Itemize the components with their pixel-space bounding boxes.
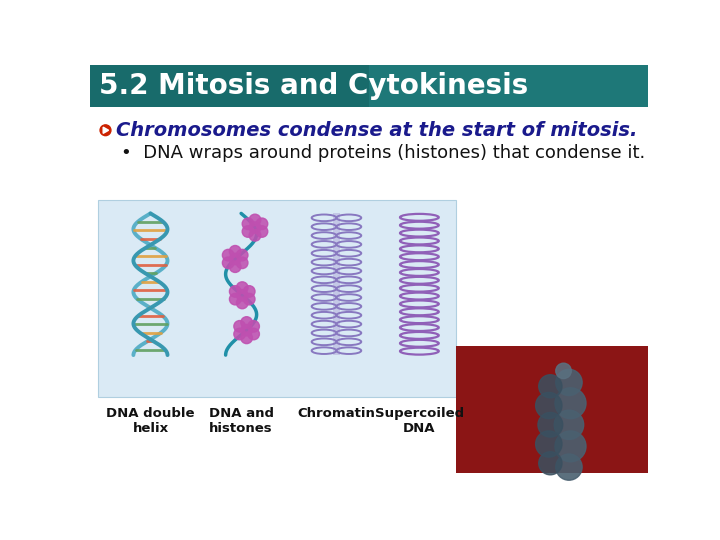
Bar xyxy=(456,346,648,473)
Text: 5.2 Mitosis and Cytokinesis: 5.2 Mitosis and Cytokinesis xyxy=(99,72,528,100)
Circle shape xyxy=(236,282,248,293)
Circle shape xyxy=(242,218,254,230)
Circle shape xyxy=(556,454,582,480)
Circle shape xyxy=(556,369,582,395)
Circle shape xyxy=(536,431,562,457)
Circle shape xyxy=(242,226,254,237)
Circle shape xyxy=(240,325,253,336)
Circle shape xyxy=(256,226,268,237)
Text: Chromosomes condense at the start of mitosis.: Chromosomes condense at the start of mit… xyxy=(116,121,637,140)
Circle shape xyxy=(249,230,261,241)
Circle shape xyxy=(236,289,248,301)
Text: DNA and
histones: DNA and histones xyxy=(209,408,274,435)
Circle shape xyxy=(556,363,571,379)
Text: Supercoiled
DNA: Supercoiled DNA xyxy=(375,408,464,435)
Bar xyxy=(90,107,648,481)
Text: Chromatin: Chromatin xyxy=(297,408,375,421)
Circle shape xyxy=(243,286,255,297)
Circle shape xyxy=(249,222,261,233)
Circle shape xyxy=(256,218,268,230)
Circle shape xyxy=(222,257,234,268)
Circle shape xyxy=(248,328,259,340)
Circle shape xyxy=(234,321,246,332)
Circle shape xyxy=(538,413,563,437)
Circle shape xyxy=(536,393,562,418)
Circle shape xyxy=(240,332,253,343)
Circle shape xyxy=(555,388,586,418)
Circle shape xyxy=(100,125,111,136)
Text: DNA double
helix: DNA double helix xyxy=(107,408,194,435)
Circle shape xyxy=(539,375,562,398)
Circle shape xyxy=(234,328,246,340)
Bar xyxy=(90,65,648,107)
Circle shape xyxy=(230,286,241,297)
Circle shape xyxy=(236,249,248,261)
Circle shape xyxy=(243,293,255,305)
Bar xyxy=(333,213,341,355)
Circle shape xyxy=(248,321,259,332)
Circle shape xyxy=(240,316,253,328)
Circle shape xyxy=(230,246,241,257)
Circle shape xyxy=(222,249,234,261)
Circle shape xyxy=(236,257,248,268)
Circle shape xyxy=(230,261,241,273)
Circle shape xyxy=(230,253,241,265)
Text: •  DNA wraps around proteins (histones) that condense it.: • DNA wraps around proteins (histones) t… xyxy=(121,144,645,163)
Circle shape xyxy=(539,452,562,475)
Bar xyxy=(90,65,369,107)
Circle shape xyxy=(555,431,586,462)
Circle shape xyxy=(554,410,584,440)
Circle shape xyxy=(230,293,241,305)
Circle shape xyxy=(236,297,248,309)
Circle shape xyxy=(249,214,261,226)
Polygon shape xyxy=(103,127,109,133)
Bar xyxy=(98,200,456,397)
